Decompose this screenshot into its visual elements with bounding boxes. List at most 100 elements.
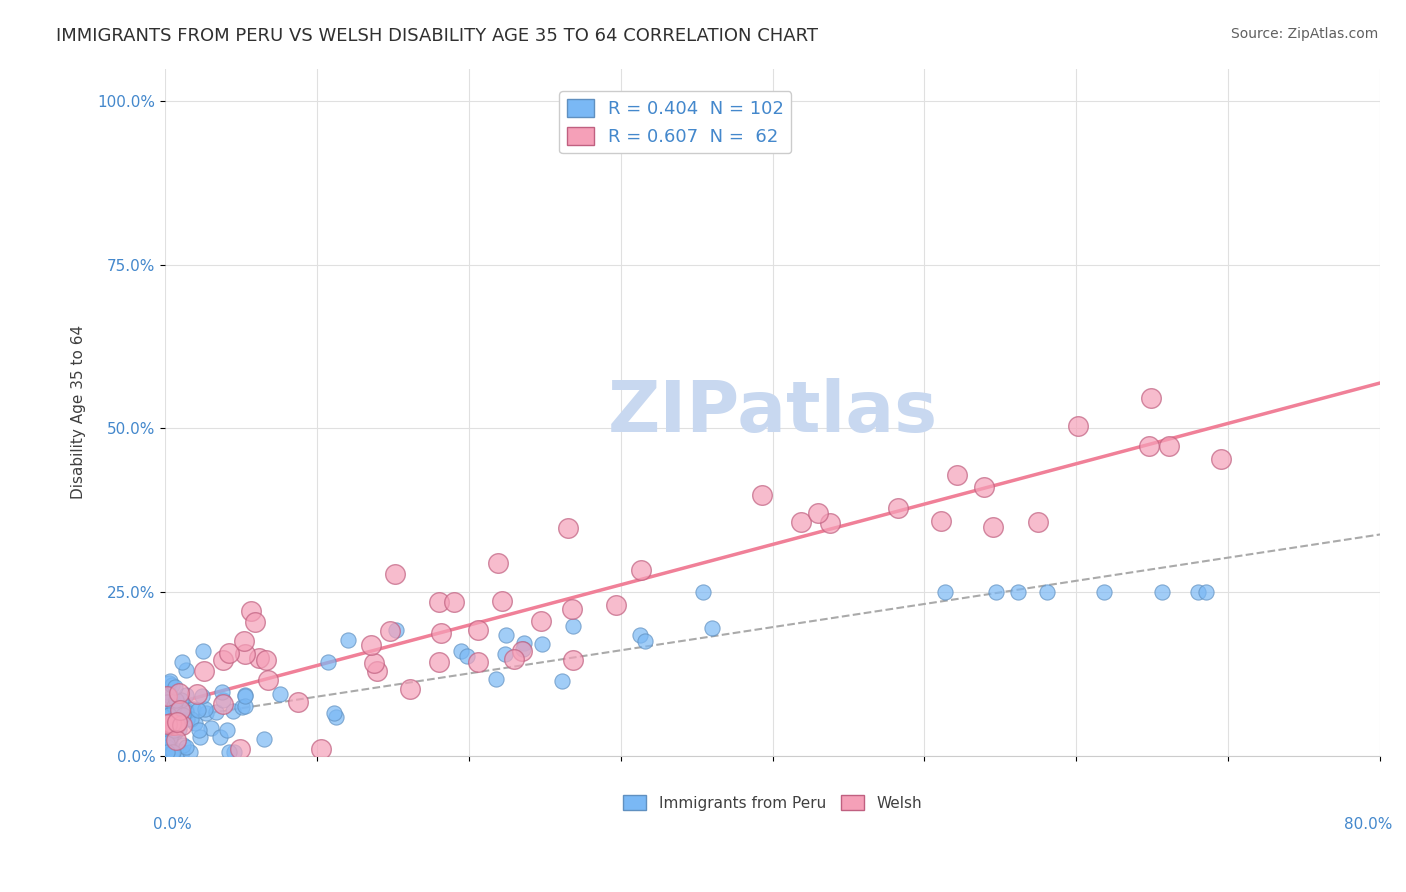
Immigrants from Peru: [155, 736, 177, 750]
Immigrants from Peru: [170, 745, 193, 759]
Immigrants from Peru: [253, 732, 276, 747]
Welsh: [887, 500, 910, 515]
Immigrants from Peru: [167, 706, 190, 720]
Welsh: [366, 664, 388, 678]
Immigrants from Peru: [628, 628, 651, 642]
Immigrants from Peru: [495, 647, 517, 661]
Immigrants from Peru: [169, 693, 191, 707]
Immigrants from Peru: [561, 619, 583, 633]
Welsh: [503, 651, 526, 665]
Welsh: [378, 624, 401, 639]
Immigrants from Peru: [222, 704, 245, 718]
Text: Source: ZipAtlas.com: Source: ZipAtlas.com: [1230, 27, 1378, 41]
Welsh: [169, 703, 191, 717]
Immigrants from Peru: [188, 723, 211, 737]
Immigrants from Peru: [157, 717, 180, 731]
Welsh: [557, 521, 579, 535]
Welsh: [1159, 438, 1181, 452]
Welsh: [630, 562, 652, 576]
Welsh: [562, 653, 585, 667]
Immigrants from Peru: [456, 649, 478, 664]
Immigrants from Peru: [165, 725, 187, 739]
Welsh: [212, 653, 235, 667]
Welsh: [360, 638, 382, 652]
Welsh: [186, 686, 208, 700]
Immigrants from Peru: [495, 628, 517, 642]
Immigrants from Peru: [205, 705, 228, 719]
Immigrants from Peru: [174, 688, 197, 702]
Welsh: [790, 515, 813, 529]
Welsh: [486, 556, 509, 570]
Immigrants from Peru: [165, 680, 187, 694]
Immigrants from Peru: [180, 712, 202, 726]
Immigrants from Peru: [231, 700, 253, 714]
Immigrants from Peru: [212, 692, 235, 706]
Welsh: [233, 634, 256, 648]
Immigrants from Peru: [157, 708, 180, 723]
Immigrants from Peru: [181, 702, 204, 716]
Welsh: [605, 598, 627, 612]
Immigrants from Peru: [157, 729, 180, 743]
Immigrants from Peru: [513, 636, 536, 650]
Immigrants from Peru: [179, 745, 201, 759]
Immigrants from Peru: [162, 745, 184, 759]
Immigrants from Peru: [336, 633, 359, 648]
Immigrants from Peru: [200, 721, 222, 735]
Immigrants from Peru: [450, 644, 472, 658]
Legend: Immigrants from Peru, Welsh: Immigrants from Peru, Welsh: [617, 789, 928, 817]
Immigrants from Peru: [194, 706, 217, 720]
Immigrants from Peru: [633, 634, 655, 648]
Immigrants from Peru: [692, 585, 714, 599]
Immigrants from Peru: [322, 706, 344, 721]
Immigrants from Peru: [165, 692, 187, 706]
Immigrants from Peru: [233, 688, 256, 702]
Welsh: [818, 516, 841, 530]
Welsh: [257, 673, 280, 687]
Welsh: [530, 614, 553, 628]
Immigrants from Peru: [172, 707, 194, 722]
Welsh: [165, 732, 187, 747]
Immigrants from Peru: [233, 698, 256, 713]
Immigrants from Peru: [385, 624, 408, 638]
Welsh: [218, 646, 240, 660]
Immigrants from Peru: [208, 730, 231, 744]
Immigrants from Peru: [155, 737, 177, 751]
Immigrants from Peru: [1007, 585, 1029, 599]
Text: IMMIGRANTS FROM PERU VS WELSH DISABILITY AGE 35 TO 64 CORRELATION CHART: IMMIGRANTS FROM PERU VS WELSH DISABILITY…: [56, 27, 818, 45]
Immigrants from Peru: [1152, 585, 1174, 599]
Immigrants from Peru: [1187, 585, 1209, 599]
Welsh: [561, 602, 583, 616]
Welsh: [751, 488, 773, 502]
Immigrants from Peru: [162, 745, 184, 759]
Immigrants from Peru: [512, 642, 534, 657]
Immigrants from Peru: [159, 719, 181, 733]
Welsh: [1140, 391, 1163, 405]
Welsh: [167, 686, 190, 700]
Welsh: [399, 681, 422, 696]
Immigrants from Peru: [269, 687, 291, 701]
Immigrants from Peru: [162, 745, 184, 759]
Immigrants from Peru: [176, 705, 198, 719]
Immigrants from Peru: [162, 719, 184, 733]
Welsh: [309, 742, 332, 756]
Immigrants from Peru: [159, 730, 181, 744]
Immigrants from Peru: [218, 745, 240, 759]
Immigrants from Peru: [222, 745, 245, 759]
Immigrants from Peru: [155, 730, 177, 744]
Immigrants from Peru: [157, 676, 180, 690]
Welsh: [443, 595, 465, 609]
Immigrants from Peru: [1092, 585, 1115, 599]
Immigrants from Peru: [170, 656, 193, 670]
Immigrants from Peru: [700, 621, 723, 635]
Welsh: [247, 651, 270, 665]
Welsh: [467, 623, 489, 637]
Immigrants from Peru: [159, 733, 181, 747]
Welsh: [807, 506, 830, 520]
Immigrants from Peru: [215, 723, 238, 738]
Immigrants from Peru: [233, 689, 256, 703]
Immigrants from Peru: [174, 703, 197, 717]
Welsh: [427, 655, 450, 669]
Immigrants from Peru: [531, 637, 554, 651]
Welsh: [165, 717, 187, 731]
Immigrants from Peru: [184, 716, 207, 731]
